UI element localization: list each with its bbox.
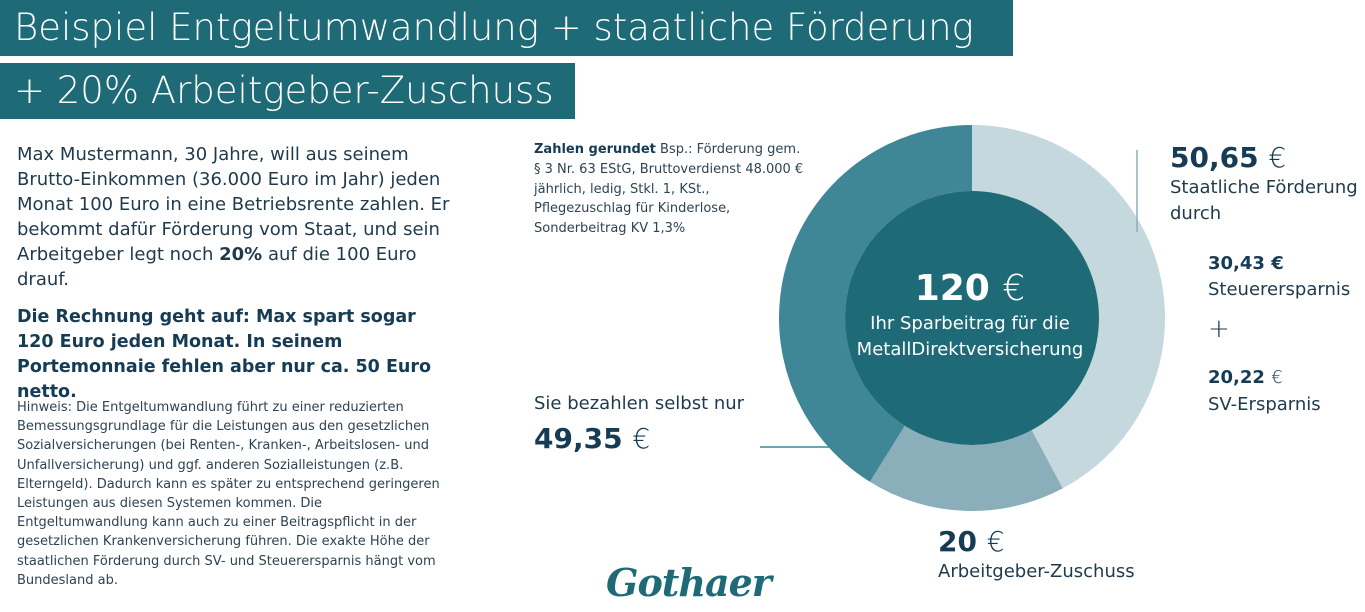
gothaer-logo: Gothaer <box>606 560 772 605</box>
footnote: Zahlen gerundet Bsp.: Förderung gem. § 3… <box>534 140 804 239</box>
donut-slices <box>779 125 1165 511</box>
sv-savings-currency: € <box>1271 367 1283 388</box>
center-label: Ihr Sparbeitrag für die MetallDirektvers… <box>856 313 1084 360</box>
slice-employer <box>869 425 1063 511</box>
plus-sign: + <box>1208 314 1230 344</box>
page-subtitle: + 20% Arbeitgeber-Zuschuss <box>0 63 575 119</box>
employer-value: 20 <box>938 525 977 558</box>
sv-savings-amount: 20,22 € <box>1208 367 1283 388</box>
employer-amount: 20 € <box>938 525 1005 558</box>
page-title: Beispiel Entgeltumwandlung + staatliche … <box>0 0 1013 56</box>
employer-label: Arbeitgeber-Zuschuss <box>938 561 1135 582</box>
hint-text: Hinweis: Die Entgeltumwandlung führt zu … <box>17 400 440 588</box>
state-funding-label-line2: durch <box>1170 203 1222 224</box>
state-funding-value: 50,65 <box>1170 141 1259 174</box>
self-payment-label: Sie bezahlen selbst nur <box>534 393 745 414</box>
conclusion-text: Die Rechnung geht auf: Max spart sogar 1… <box>17 307 432 402</box>
self-payment-currency: € <box>632 422 651 455</box>
tax-savings-amount: 30,43 € <box>1208 253 1284 274</box>
intro-part1: Max Mustermann, 30 Jahre, will aus seine… <box>17 144 450 265</box>
donut-center <box>845 191 1099 445</box>
sv-savings-value: 20,22 <box>1208 367 1265 388</box>
center-currency: € <box>1002 268 1026 309</box>
employer-currency: € <box>986 525 1005 558</box>
center-value: 120 <box>914 268 990 309</box>
self-payment-amount: 49,35 € <box>534 422 650 455</box>
state-funding-label: Staatliche Förderung durch <box>1170 175 1358 227</box>
state-funding-label-line1: Staatliche Förderung <box>1170 177 1358 198</box>
footnote-text: Bsp.: Förderung gem. § 3 Nr. 63 EStG, Br… <box>534 142 804 237</box>
center-amount: 120 € <box>845 266 1095 312</box>
intro-text: Max Mustermann, 30 Jahre, will aus seine… <box>17 142 467 292</box>
slice-self-payment <box>779 125 972 482</box>
state-funding-amount: 50,65 € <box>1170 141 1286 174</box>
state-funding-currency: € <box>1268 141 1287 174</box>
sv-savings-label: SV-Ersparnis <box>1208 394 1321 415</box>
self-payment-value: 49,35 <box>534 422 623 455</box>
slice-state-funding <box>972 125 1165 489</box>
intro-part2: auf die 100 Euro drauf. <box>17 244 417 290</box>
footnote-bold: Zahlen gerundet <box>534 142 656 157</box>
intro-percentage: 20% <box>219 244 263 265</box>
tax-savings-label: Steuerersparnis <box>1208 279 1351 300</box>
